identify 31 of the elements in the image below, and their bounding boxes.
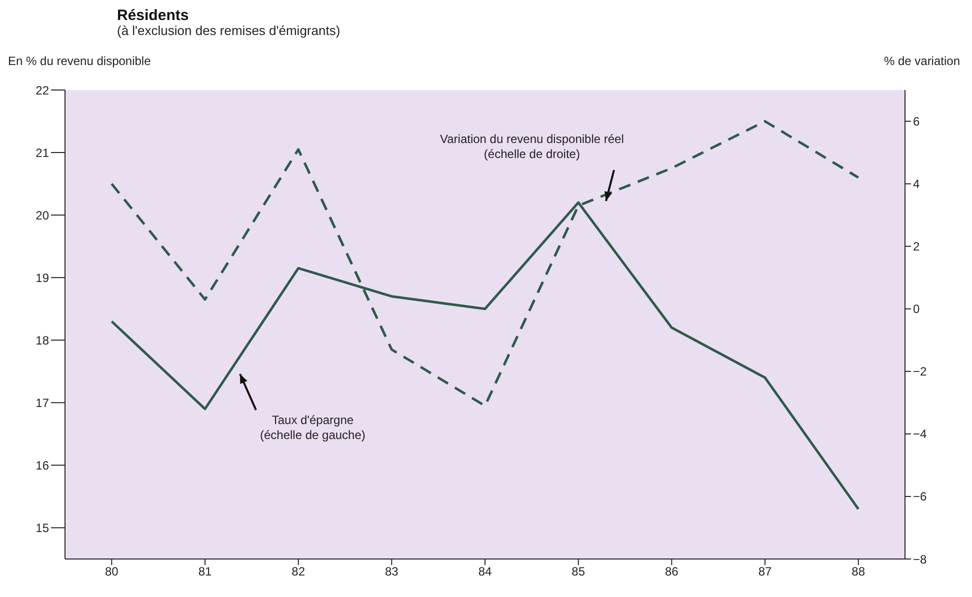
x-tick-label: 82 — [292, 564, 306, 579]
x-tick-label: 87 — [758, 564, 772, 579]
y-tick-label: 19 — [36, 270, 50, 285]
chart-title: Résidents — [117, 7, 189, 24]
x-tick-label: 80 — [104, 564, 119, 579]
y2-tick-label: 2 — [913, 240, 920, 254]
y-tick-label: 18 — [36, 333, 50, 348]
x-tick-label: 88 — [852, 564, 866, 579]
annotation: Taux d'épargne (échelle de gauche) — [260, 413, 366, 443]
x-tick-label: 84 — [478, 564, 492, 579]
y2-tick-label: 6 — [913, 114, 920, 129]
y2-tick-label: −8 — [913, 552, 928, 566]
y2-tick-label: 0 — [913, 302, 920, 316]
x-tick-label: 85 — [572, 564, 586, 579]
y-tick-label: 21 — [36, 146, 50, 160]
y-tick-label: 16 — [36, 458, 50, 472]
y-axis-title: En % du revenu disponible — [8, 54, 151, 68]
x-tick-label: 86 — [664, 564, 679, 579]
x-tick-label: 83 — [384, 564, 399, 579]
y-tick-label: 17 — [36, 396, 50, 410]
x-tick-label: 81 — [198, 564, 212, 579]
y2-tick-label: −6 — [913, 490, 928, 504]
y2-axis-title: % de variation — [884, 54, 960, 68]
y-tick-label: 22 — [36, 83, 50, 98]
y2-tick-label: −4 — [913, 427, 928, 442]
y-tick-label: 15 — [36, 520, 50, 535]
y2-tick-label: −2 — [913, 364, 928, 379]
chart-subtitle: (à l'exclusion des remises d'émigrants) — [117, 23, 340, 38]
y-tick-label: 20 — [36, 208, 50, 222]
annotation: Variation du revenu disponible réel (échelle de droite) — [440, 132, 624, 162]
y2-tick-label: 4 — [913, 177, 920, 192]
